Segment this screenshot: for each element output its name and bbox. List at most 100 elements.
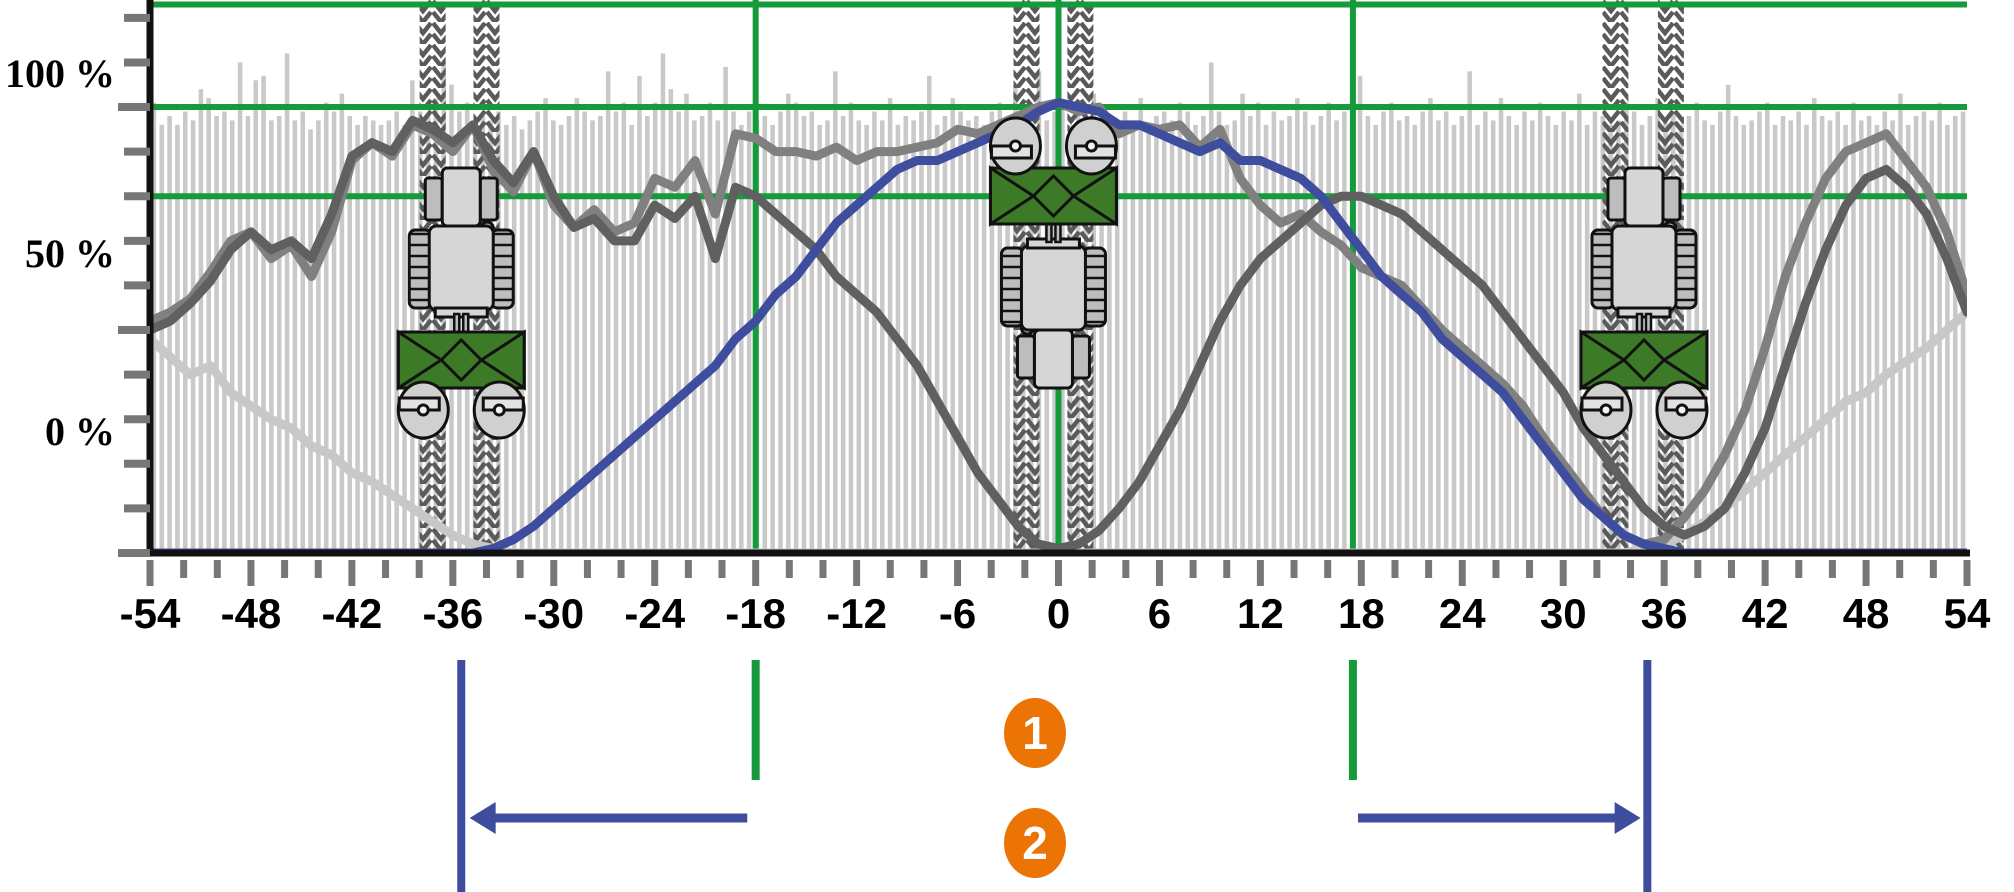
application-rate-bar [182, 111, 188, 554]
application-rate-bar [527, 120, 533, 553]
application-rate-bar [1514, 124, 1519, 554]
application-rate-bar [950, 98, 956, 554]
application-rate-bar [222, 111, 227, 554]
application-rate-bar [645, 115, 650, 553]
application-rate-bar [652, 102, 658, 553]
application-rate-bar [707, 102, 713, 553]
application-rate-bar [692, 120, 697, 553]
arrow-right-head [1614, 802, 1641, 834]
application-rate-bar [323, 102, 329, 553]
x-tick-label: 48 [1842, 590, 1890, 637]
application-rate-bar [1373, 124, 1378, 554]
application-rate-bar [1506, 115, 1512, 553]
application-rate-bar [1107, 115, 1112, 553]
application-rate-bar [331, 111, 337, 554]
application-rate-bar [1248, 115, 1253, 553]
application-rate-bar [1138, 98, 1143, 554]
application-rate-bar [668, 89, 674, 553]
application-rate-bar [543, 98, 548, 554]
x-tick-label: -6 [938, 590, 977, 637]
application-rate-bar [1122, 111, 1128, 554]
application-rate-bar [1859, 120, 1864, 553]
application-rate-bar [1232, 120, 1237, 553]
application-rate-bar [1130, 120, 1136, 553]
application-rate-bar [167, 115, 172, 553]
application-rate-bar [1725, 84, 1731, 553]
application-rate-bar [605, 71, 611, 553]
application-rate-bar [942, 115, 948, 553]
application-rate-bar [1185, 111, 1190, 554]
x-tick-label: -30 [523, 590, 585, 637]
application-rate-bar [1898, 93, 1903, 554]
application-rate-bar [1295, 98, 1300, 554]
x-tick-label: -48 [220, 590, 282, 637]
application-rate-bar [1177, 102, 1183, 553]
application-rate-bar [817, 124, 822, 554]
application-rate-bar [590, 120, 595, 553]
application-rate-bar [809, 111, 815, 554]
application-rate-bar [245, 115, 251, 553]
application-rate-bar [778, 111, 783, 554]
application-rate-bar [1365, 115, 1371, 553]
x-tick-label: -42 [321, 590, 383, 637]
application-rate-bar [159, 124, 165, 554]
application-rate-bar [1537, 102, 1543, 553]
y-tick-label-100: 100 % [5, 51, 115, 96]
application-rate-bar [801, 115, 807, 553]
application-rate-bar [856, 120, 862, 553]
application-rate-bar [1396, 120, 1402, 553]
application-rate-bar [1005, 115, 1010, 553]
application-rate-bar [253, 80, 258, 554]
application-rate-bar [903, 115, 909, 553]
y-axis-ticks [118, 13, 150, 557]
application-rate-bar [621, 102, 627, 553]
application-rate-bar [1577, 93, 1582, 554]
application-rate-bar [762, 115, 768, 553]
application-rate-bar [676, 111, 681, 554]
application-rate-bar [1718, 111, 1723, 554]
arrow-left-head [469, 802, 496, 834]
x-tick-label: -24 [624, 590, 686, 637]
application-rate-bar [1772, 124, 1778, 554]
application-rate-bar [582, 111, 587, 554]
application-rate-bar [190, 120, 196, 553]
application-rate-bar [1890, 120, 1895, 553]
x-tick-label: 24 [1438, 590, 1486, 637]
application-rate-bar [229, 120, 235, 553]
application-rate-bar [1945, 124, 1950, 554]
application-rate-bar [786, 93, 791, 554]
application-rate-bar [1553, 124, 1559, 554]
application-rate-bar [997, 102, 1003, 553]
application-rate-bar [535, 111, 540, 554]
application-rate-bar [175, 124, 180, 554]
application-rate-bar [637, 75, 642, 553]
callout-badge-1[interactable]: 1 [1004, 698, 1066, 768]
application-rate-bar [1874, 124, 1880, 554]
application-rate-bar [316, 120, 321, 553]
application-rate-bar [308, 129, 313, 553]
application-rate-bar [284, 53, 290, 554]
application-rate-bar [1389, 102, 1394, 553]
application-rate-bar [574, 98, 580, 554]
x-tick-label: -36 [422, 590, 484, 637]
application-rate-bar [1114, 124, 1120, 554]
application-rate-bar [1733, 115, 1739, 553]
application-rate-bar [1929, 120, 1935, 553]
application-rate-bar [793, 102, 799, 553]
application-rate-bar [770, 124, 775, 554]
application-rate-bar [1412, 124, 1418, 554]
application-rate-bar [1255, 102, 1261, 553]
application-rate-bar [1866, 115, 1872, 553]
application-rate-bar [864, 124, 869, 554]
application-rate-bar [1522, 111, 1527, 554]
application-rate-bar [1224, 124, 1230, 554]
application-rate-bar [723, 66, 728, 554]
application-rate-bar [1342, 111, 1347, 554]
application-rate-bar [598, 115, 603, 553]
application-rate-bar [684, 93, 689, 554]
application-rate-bar [410, 80, 415, 554]
application-rate-bar [292, 120, 298, 553]
callout-badge-2[interactable]: 2 [1004, 808, 1066, 878]
application-rate-bar [1161, 111, 1167, 554]
